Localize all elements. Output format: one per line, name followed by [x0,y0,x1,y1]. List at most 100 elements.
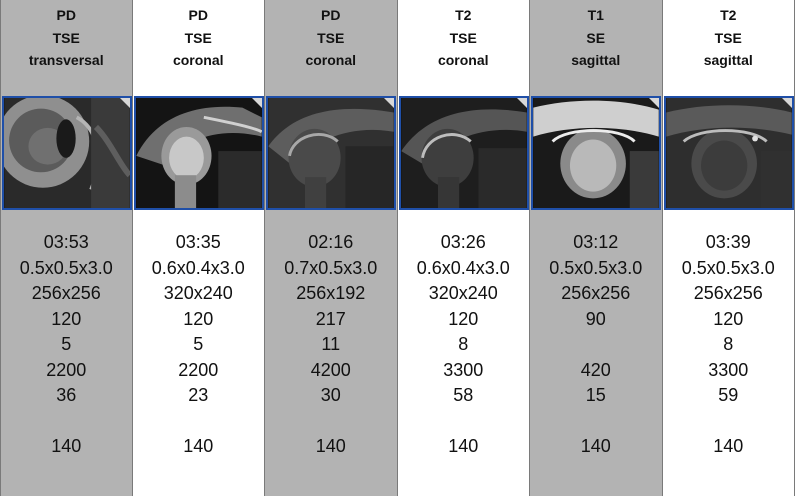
parameter-8 [1,409,132,435]
parameter-list: 02:16 0.7x0.5x3.0 256x192 217 11 4200 30… [265,230,397,460]
matrix-size: 320x240 [428,283,498,303]
parameter-8 [265,409,397,435]
sequence-label: TSE [317,29,345,46]
weighting-label: PD [321,7,341,23]
mri-image [533,98,659,208]
acquisition-time: 02:16 [308,232,354,252]
mri-shoulder-transversal-thumbnail[interactable] [2,96,132,210]
matrix-size: 256x256 [693,283,763,303]
protocol-column: T2 TSE sagittal 03:39 0.5x0.5x3.0 256x25… [662,0,795,496]
parameter-7: 15 [585,385,606,405]
parameter-8 [530,409,662,435]
plane-label: sagittal [703,52,753,68]
parameter-7: 30 [320,385,341,405]
matrix-size: 256x256 [561,283,631,303]
acquisition-time: 03:12 [573,232,619,252]
voxel-size: 0.5x0.5x3.0 [549,257,643,278]
corner-marker [649,98,659,108]
parameter-list: 03:12 0.5x0.5x3.0 256x256 90 420 15 140 [530,230,662,460]
parameter-9: 140 [448,436,479,456]
parameter-5 [530,332,662,358]
parameter-9: 140 [51,436,82,456]
parameter-4: 120 [51,308,82,329]
sequence-label: TSE [714,29,742,46]
parameter-7: 36 [56,385,77,405]
protocol-column: T2 TSE coronal 03:26 0.6x0.4x3.0 320x240… [397,0,530,496]
protocol-column: PD TSE coronal 03:35 0.6x0.4x3.0 320x240… [132,0,265,496]
sequence-header: T2 TSE coronal [398,0,530,93]
parameter-5: 11 [321,334,341,354]
parameter-9: 140 [713,436,744,456]
parameter-6: 3300 [443,359,484,380]
matrix-size: 320x240 [163,283,233,303]
parameter-6: 2200 [178,359,219,380]
parameter-4: 217 [315,308,346,329]
parameter-7: 23 [188,385,209,405]
parameter-4: 90 [585,308,606,329]
plane-label: coronal [305,52,357,68]
mri-image [4,98,130,208]
voxel-size: 0.6x0.4x3.0 [416,257,510,278]
parameter-6: 3300 [708,359,749,380]
mri-image [135,98,262,208]
corner-marker [120,98,130,108]
voxel-size: 0.6x0.4x3.0 [151,257,245,278]
mri-shoulder-coronal-thumbnail[interactable] [398,96,529,210]
mri-shoulder-coronal-thumbnail[interactable] [266,96,396,210]
parameter-7: 58 [453,385,474,405]
parameter-8 [133,409,265,435]
plane-label: sagittal [571,52,621,68]
mri-shoulder-sagittal-thumbnail[interactable] [531,96,661,210]
parameter-4: 120 [713,308,744,329]
sequence-header: PD TSE coronal [265,0,397,93]
parameter-6: 2200 [46,359,87,380]
protocol-column: PD TSE transversal 03:53 0.5x0.5x3.0 256… [0,0,133,496]
parameter-8 [663,409,795,435]
parameter-8 [398,409,530,435]
parameter-7: 59 [718,385,739,405]
plane-label: coronal [437,52,489,68]
corner-marker [781,98,792,108]
sequence-header: T1 SE sagittal [530,0,662,93]
parameter-6: 4200 [310,359,351,380]
sequence-header: PD TSE coronal [133,0,265,93]
sequence-label: TSE [52,29,80,46]
parameter-9: 140 [183,436,214,456]
parameter-6: 420 [580,359,611,380]
sequence-label: TSE [449,29,477,46]
parameter-5: 5 [61,334,72,354]
parameter-5: 5 [193,334,204,354]
mri-image [400,98,527,208]
mri-shoulder-sagittal-thumbnail[interactable] [663,96,794,210]
parameter-5: 8 [458,334,469,354]
weighting-label: T1 [587,7,604,23]
sequence-header: T2 TSE sagittal [663,0,795,93]
sequence-label: TSE [184,29,212,46]
weighting-label: T2 [455,7,472,23]
plane-label: coronal [172,52,224,68]
corner-marker [384,98,394,108]
parameter-4: 120 [183,308,214,329]
mri-shoulder-coronal-thumbnail[interactable] [133,96,264,210]
parameter-list: 03:26 0.6x0.4x3.0 320x240 120 8 3300 58 … [398,230,530,460]
acquisition-time: 03:53 [43,232,89,252]
voxel-size: 0.7x0.5x3.0 [284,257,378,278]
parameter-5: 8 [723,334,734,354]
parameter-list: 03:53 0.5x0.5x3.0 256x256 120 5 2200 36 … [1,230,132,460]
mri-image [268,98,394,208]
parameter-list: 03:39 0.5x0.5x3.0 256x256 120 8 3300 59 … [663,230,795,460]
voxel-size: 0.5x0.5x3.0 [19,257,113,278]
sequence-label: SE [586,29,606,46]
parameter-9: 140 [580,436,611,456]
parameter-list: 03:35 0.6x0.4x3.0 320x240 120 5 2200 23 … [133,230,265,460]
acquisition-time: 03:35 [175,232,221,252]
mri-image [665,98,792,208]
acquisition-time: 03:39 [705,232,751,252]
protocol-column: T1 SE sagittal 03:12 0.5x0.5x3.0 256x256… [530,0,663,496]
parameter-4: 120 [448,308,479,329]
corner-marker [251,98,262,108]
acquisition-time: 03:26 [440,232,486,252]
protocol-column: PD TSE coronal 02:16 0.7x0.5x3.0 256x192… [265,0,398,496]
matrix-size: 256x256 [31,283,101,303]
